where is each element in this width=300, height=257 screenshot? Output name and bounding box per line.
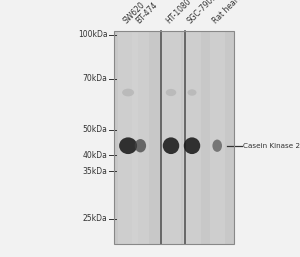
Ellipse shape [163,137,179,154]
Ellipse shape [166,89,176,96]
Ellipse shape [212,140,222,152]
Text: 35kDa: 35kDa [82,167,107,176]
Bar [114,31,234,244]
Text: SW620: SW620 [122,1,147,26]
Bar [161,31,181,244]
Text: 100kDa: 100kDa [78,30,107,39]
Text: 25kDa: 25kDa [82,214,107,224]
Text: 70kDa: 70kDa [82,74,107,84]
Bar [118,31,138,244]
Bar [210,31,225,244]
Text: HT-1080: HT-1080 [165,0,194,26]
Text: BT-474: BT-474 [134,1,159,26]
Ellipse shape [188,89,196,96]
Text: Rat heart: Rat heart [211,0,243,26]
Text: Casein Kinase 2 alpha (CSNK2A1): Casein Kinase 2 alpha (CSNK2A1) [243,142,300,149]
Text: 50kDa: 50kDa [82,125,107,134]
Ellipse shape [122,89,134,96]
Bar [132,31,149,244]
Bar [114,31,234,244]
Ellipse shape [119,137,137,154]
Bar [183,31,201,244]
Text: SGC-7901: SGC-7901 [186,0,219,26]
Ellipse shape [184,137,200,154]
Ellipse shape [135,139,146,152]
Text: 40kDa: 40kDa [82,151,107,160]
